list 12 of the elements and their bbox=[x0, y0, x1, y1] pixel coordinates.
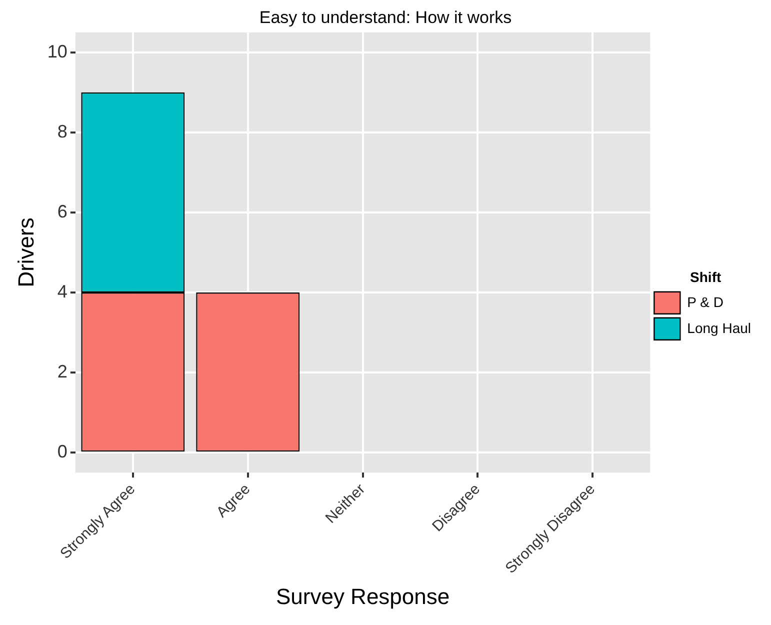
chart-title: Easy to understand: How it works bbox=[259, 8, 512, 27]
y-tick-label: 0 bbox=[57, 442, 68, 462]
y-tick-label: 10 bbox=[47, 41, 68, 62]
y-tick-label: 6 bbox=[57, 201, 68, 222]
y-axis-title: Drivers bbox=[13, 218, 38, 288]
x-axis-title: Survey Response bbox=[276, 584, 450, 609]
legend-title: Shift bbox=[690, 268, 722, 285]
y-tick-label: 4 bbox=[57, 281, 68, 302]
y-tick-label: 8 bbox=[57, 121, 68, 142]
legend-label: P & D bbox=[687, 294, 724, 310]
legend-label: Long Haul bbox=[687, 320, 751, 336]
y-tick-label: 2 bbox=[57, 362, 68, 382]
